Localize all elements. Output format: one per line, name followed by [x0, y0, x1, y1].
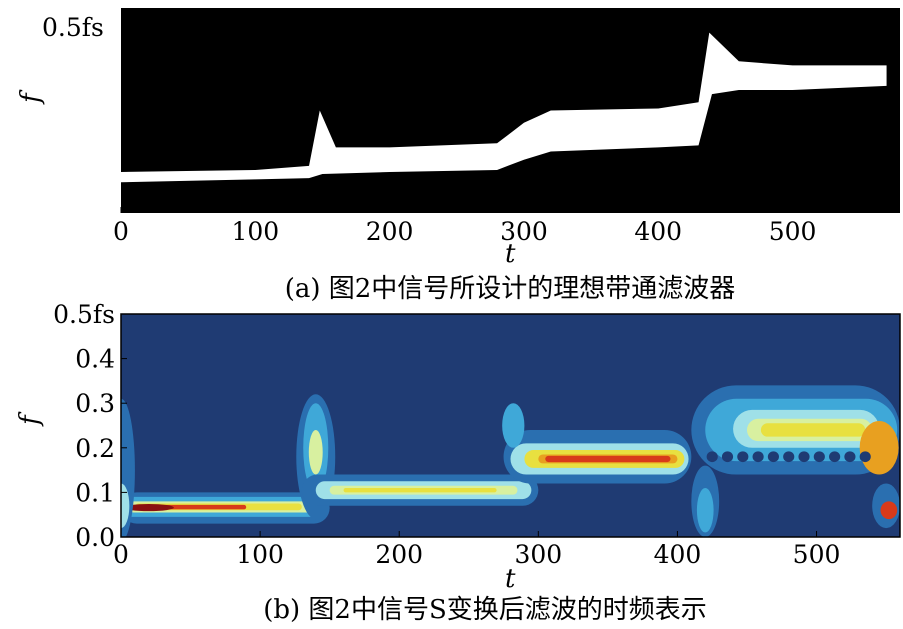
- contour-ripple: [752, 451, 764, 463]
- x-tick-label: 400: [654, 540, 702, 569]
- contour-chirp-3: [308, 429, 323, 475]
- x-tick-label: 500: [769, 217, 817, 246]
- contour-ripple: [721, 451, 734, 463]
- y-tick-label: 0.4: [75, 345, 115, 374]
- panel-b-frame: [120, 313, 901, 538]
- y-tick-label: 0.1: [75, 478, 115, 507]
- contour-f24-5: [760, 423, 866, 437]
- panel-a-x-label: t: [505, 239, 516, 269]
- panel-a-caption: (a) 图2中信号所设计的理想带通滤波器: [285, 274, 736, 304]
- panel-a-plot-area: [121, 8, 900, 213]
- y-tick-label: 0.3: [75, 389, 115, 418]
- contour-ripple: [798, 451, 810, 463]
- contour-ripple: [859, 451, 871, 463]
- panel-b-x-ticks: 0 100 200 300 400 500: [113, 531, 840, 569]
- contour-mid-4: [343, 487, 497, 493]
- x-tick-label: 100: [236, 540, 284, 569]
- contour-low-core: [123, 503, 174, 512]
- panel-b-y-ticks: 0.0 0.1 0.2 0.3 0.4 0.5fs: [53, 300, 127, 552]
- x-tick-label: 200: [366, 217, 414, 246]
- contour-ripple: [813, 451, 825, 463]
- contour-right-low-core: [880, 501, 898, 520]
- contour-ripple: [737, 451, 749, 463]
- y-tick-label: 0.0: [75, 523, 115, 552]
- contour-ripple: [783, 451, 795, 463]
- x-tick-label: 300: [514, 540, 562, 569]
- panel-a-y-tick-top: 0.5fs: [42, 13, 104, 42]
- x-tick-label: 0: [113, 217, 129, 246]
- contour-ripple: [844, 451, 856, 463]
- contour-f24-right: [859, 421, 899, 475]
- y-tick-label: 0.5fs: [53, 300, 115, 329]
- contour-f17-tip: [502, 403, 525, 448]
- contour-ripple: [829, 451, 841, 463]
- contour-ripple: [706, 451, 718, 463]
- x-tick-label: 0: [113, 540, 129, 569]
- contour-edge-left-2: [121, 483, 130, 529]
- contour-drop-420-core: [696, 487, 714, 533]
- y-tick-label: 0.2: [75, 434, 115, 463]
- panel-b: 0 100 200 300 400 500 0.00.10.20.30.40.5fs f …: [15, 300, 901, 625]
- panel-a-x-ticks: 0 100 200 300 400 500: [113, 207, 816, 246]
- x-tick-label: 300: [500, 217, 548, 246]
- passband-region: [121, 32, 887, 183]
- panel-b-x-label: t: [505, 564, 516, 594]
- contour-f17-core: [545, 455, 671, 463]
- x-tick-label: 400: [634, 217, 682, 246]
- contour-ripple: [767, 451, 779, 463]
- x-tick-label: 200: [375, 540, 423, 569]
- panel-b-caption: (b) 图2中信号S变换后滤波的时频表示: [263, 595, 707, 625]
- x-tick-label: 500: [793, 540, 841, 569]
- panel-a-y-label: f: [16, 89, 46, 105]
- panel-a-passband: [121, 32, 887, 183]
- x-tick-label: 100: [231, 217, 279, 246]
- panel-b-y-label: f: [15, 411, 45, 427]
- panel-a: 0 100 200 300 400 500 0.5fs f t (a) 图2中信号所设计的…: [16, 8, 900, 304]
- panel-b-contours: [121, 385, 900, 537]
